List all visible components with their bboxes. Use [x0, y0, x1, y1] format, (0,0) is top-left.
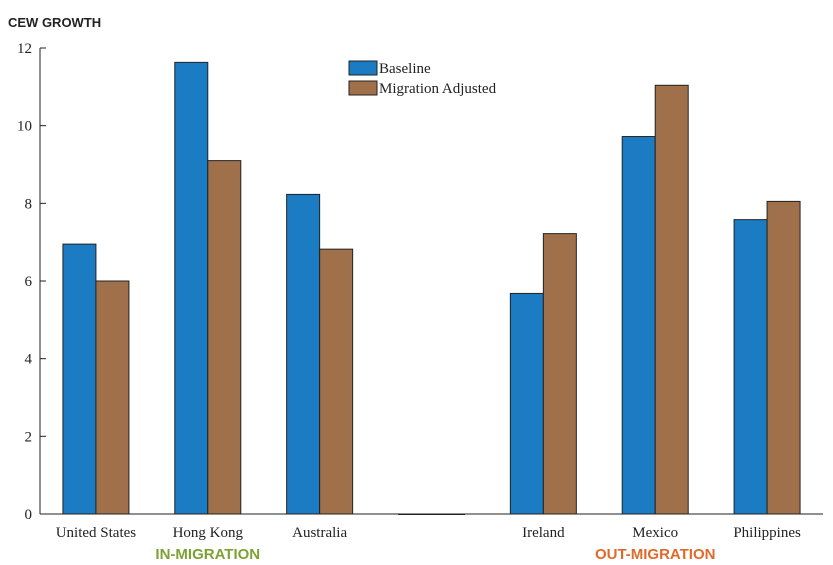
y-axis-title: CEW GROWTH [8, 15, 101, 30]
bar-migration-adjusted [95, 280, 130, 515]
y-tick-label: 6 [25, 274, 33, 290]
bar-migration-adjusted [542, 233, 577, 515]
bar-baseline [174, 61, 209, 515]
group-labels: IN-MIGRATION OUT-MIGRATION [155, 546, 715, 563]
bar-migration-adjusted [319, 248, 354, 515]
x-axis: United States Hong Kong Australia Ireland Me… [40, 513, 823, 541]
group-label: IN-MIGRATION [155, 546, 260, 563]
legend-label: Baseline [379, 61, 431, 77]
group-label: OUT-MIGRATION [595, 546, 716, 563]
x-tick-label: United States [56, 525, 137, 541]
bar-baseline [509, 292, 544, 515]
y-tick-label: 12 [17, 41, 32, 57]
legend: Baseline Migration Adjusted [348, 60, 497, 97]
x-tick-label: Australia [292, 525, 347, 541]
x-tick-label: Ireland [522, 525, 565, 541]
y-tick-label: 4 [25, 352, 33, 368]
bar-baseline [621, 136, 656, 515]
legend-swatch [348, 60, 378, 76]
bar-baseline [62, 243, 97, 515]
y-tick-label: 2 [25, 429, 33, 445]
y-tick-label: 8 [25, 196, 33, 212]
x-tick-label: Philippines [733, 525, 801, 541]
bar-migration-adjusted [207, 160, 242, 515]
x-tick-label: Hong Kong [173, 525, 244, 541]
legend-label: Migration Adjusted [379, 81, 497, 97]
bar-migration-adjusted [766, 200, 801, 515]
bar-baseline [733, 219, 768, 515]
x-tick-label: Mexico [632, 525, 678, 541]
legend-swatch [348, 80, 378, 96]
y-tick-label: 0 [25, 507, 33, 523]
bar-group [62, 61, 801, 515]
bar-baseline [286, 193, 321, 515]
y-axis: 0 2 4 6 8 10 12 [17, 41, 46, 523]
bar-migration-adjusted [654, 84, 689, 515]
y-tick-label: 10 [17, 119, 32, 135]
